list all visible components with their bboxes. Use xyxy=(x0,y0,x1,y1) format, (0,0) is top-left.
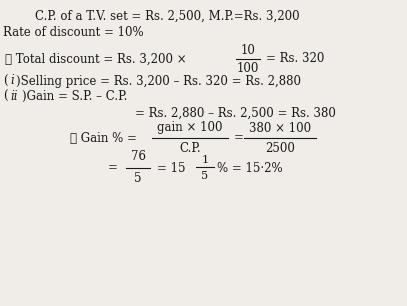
Text: i: i xyxy=(10,74,14,88)
Text: = 15: = 15 xyxy=(157,162,186,174)
Text: C.P. of a T.V. set = Rs. 2,500, M.P.=Rs. 3,200: C.P. of a T.V. set = Rs. 2,500, M.P.=Rs.… xyxy=(35,9,300,23)
Text: =: = xyxy=(234,132,244,144)
Text: 1: 1 xyxy=(201,155,208,165)
Text: (: ( xyxy=(3,89,8,103)
Text: 10: 10 xyxy=(241,43,256,57)
Text: =: = xyxy=(108,162,118,174)
Text: 5: 5 xyxy=(134,173,142,185)
Text: = Rs. 2,880 – Rs. 2,500 = Rs. 380: = Rs. 2,880 – Rs. 2,500 = Rs. 380 xyxy=(135,106,336,120)
Text: % = 15·2%: % = 15·2% xyxy=(217,162,282,174)
Text: Rate of discount = 10%: Rate of discount = 10% xyxy=(3,25,144,39)
Text: (: ( xyxy=(3,74,8,88)
Text: 5: 5 xyxy=(201,171,208,181)
Text: 2500: 2500 xyxy=(265,143,295,155)
Text: 100: 100 xyxy=(237,62,259,74)
Text: ∴ Total discount = Rs. 3,200 ×: ∴ Total discount = Rs. 3,200 × xyxy=(5,53,187,65)
Text: = Rs. 320: = Rs. 320 xyxy=(266,53,324,65)
Text: 76: 76 xyxy=(131,151,145,163)
Text: 380 × 100: 380 × 100 xyxy=(249,121,311,135)
Text: gain × 100: gain × 100 xyxy=(157,121,223,135)
Text: C.P.: C.P. xyxy=(179,143,201,155)
Text: ii: ii xyxy=(10,89,18,103)
Text: )Selling price = Rs. 3,200 – Rs. 320 = Rs. 2,880: )Selling price = Rs. 3,200 – Rs. 320 = R… xyxy=(16,74,301,88)
Text: ∴ Gain % =: ∴ Gain % = xyxy=(70,132,137,144)
Text: )Gain = S.P. – C.P.: )Gain = S.P. – C.P. xyxy=(22,89,127,103)
